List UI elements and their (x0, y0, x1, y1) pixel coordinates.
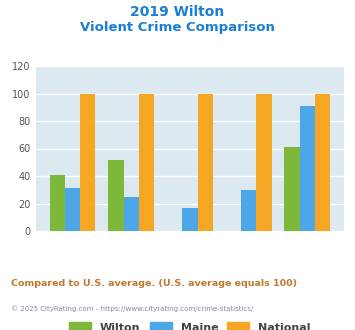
Legend: Wilton, Maine, National: Wilton, Maine, National (69, 322, 311, 330)
Bar (139, 93, 154, 231)
Bar (198, 93, 213, 231)
Bar (65, 188, 80, 231)
Bar (108, 159, 124, 231)
Bar (124, 197, 139, 231)
Text: Violent Crime Comparison: Violent Crime Comparison (80, 21, 275, 34)
Bar (284, 147, 300, 231)
Bar (182, 208, 198, 231)
Bar (315, 93, 330, 231)
Bar (80, 93, 95, 231)
Bar (241, 190, 256, 231)
Text: © 2025 CityRating.com - https://www.cityrating.com/crime-statistics/: © 2025 CityRating.com - https://www.city… (11, 305, 253, 312)
Text: 2019 Wilton: 2019 Wilton (130, 5, 225, 19)
Bar (256, 93, 272, 231)
Text: Compared to U.S. average. (U.S. average equals 100): Compared to U.S. average. (U.S. average … (11, 279, 297, 288)
Bar (50, 175, 65, 231)
Bar (300, 106, 315, 231)
